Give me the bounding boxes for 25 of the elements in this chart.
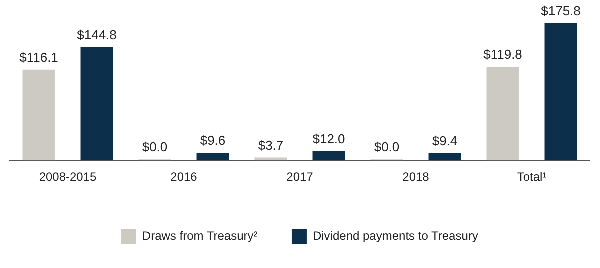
data-label: $3.7 bbox=[258, 138, 284, 153]
data-label: $119.8 bbox=[484, 47, 522, 62]
data-label: $9.6 bbox=[200, 133, 226, 148]
bar bbox=[22, 70, 56, 161]
bar bbox=[486, 67, 520, 161]
x-tick-label: Total¹ bbox=[517, 170, 547, 184]
data-label: $12.0 bbox=[312, 131, 346, 146]
data-label: $144.8 bbox=[77, 28, 117, 43]
x-tick-label: 2017 bbox=[286, 170, 314, 184]
legend-label: Dividend payments to Treasury bbox=[312, 228, 478, 243]
legend-label: Draws from Treasury² bbox=[142, 228, 258, 243]
x-tick-label: 2008-2015 bbox=[39, 170, 98, 184]
bar bbox=[196, 153, 230, 161]
bar bbox=[254, 158, 288, 161]
x-tick-label: 2016 bbox=[170, 170, 198, 184]
x-tick-label: 2018 bbox=[402, 170, 430, 184]
bar bbox=[80, 47, 114, 161]
data-label: $116.1 bbox=[20, 50, 58, 65]
data-label: $9.4 bbox=[432, 133, 458, 148]
data-label: $0.0 bbox=[374, 140, 400, 155]
bar bbox=[312, 151, 346, 161]
bar bbox=[544, 23, 578, 161]
data-label: $0.0 bbox=[142, 140, 168, 155]
bar bbox=[428, 153, 462, 161]
data-label: $175.8 bbox=[541, 3, 581, 18]
